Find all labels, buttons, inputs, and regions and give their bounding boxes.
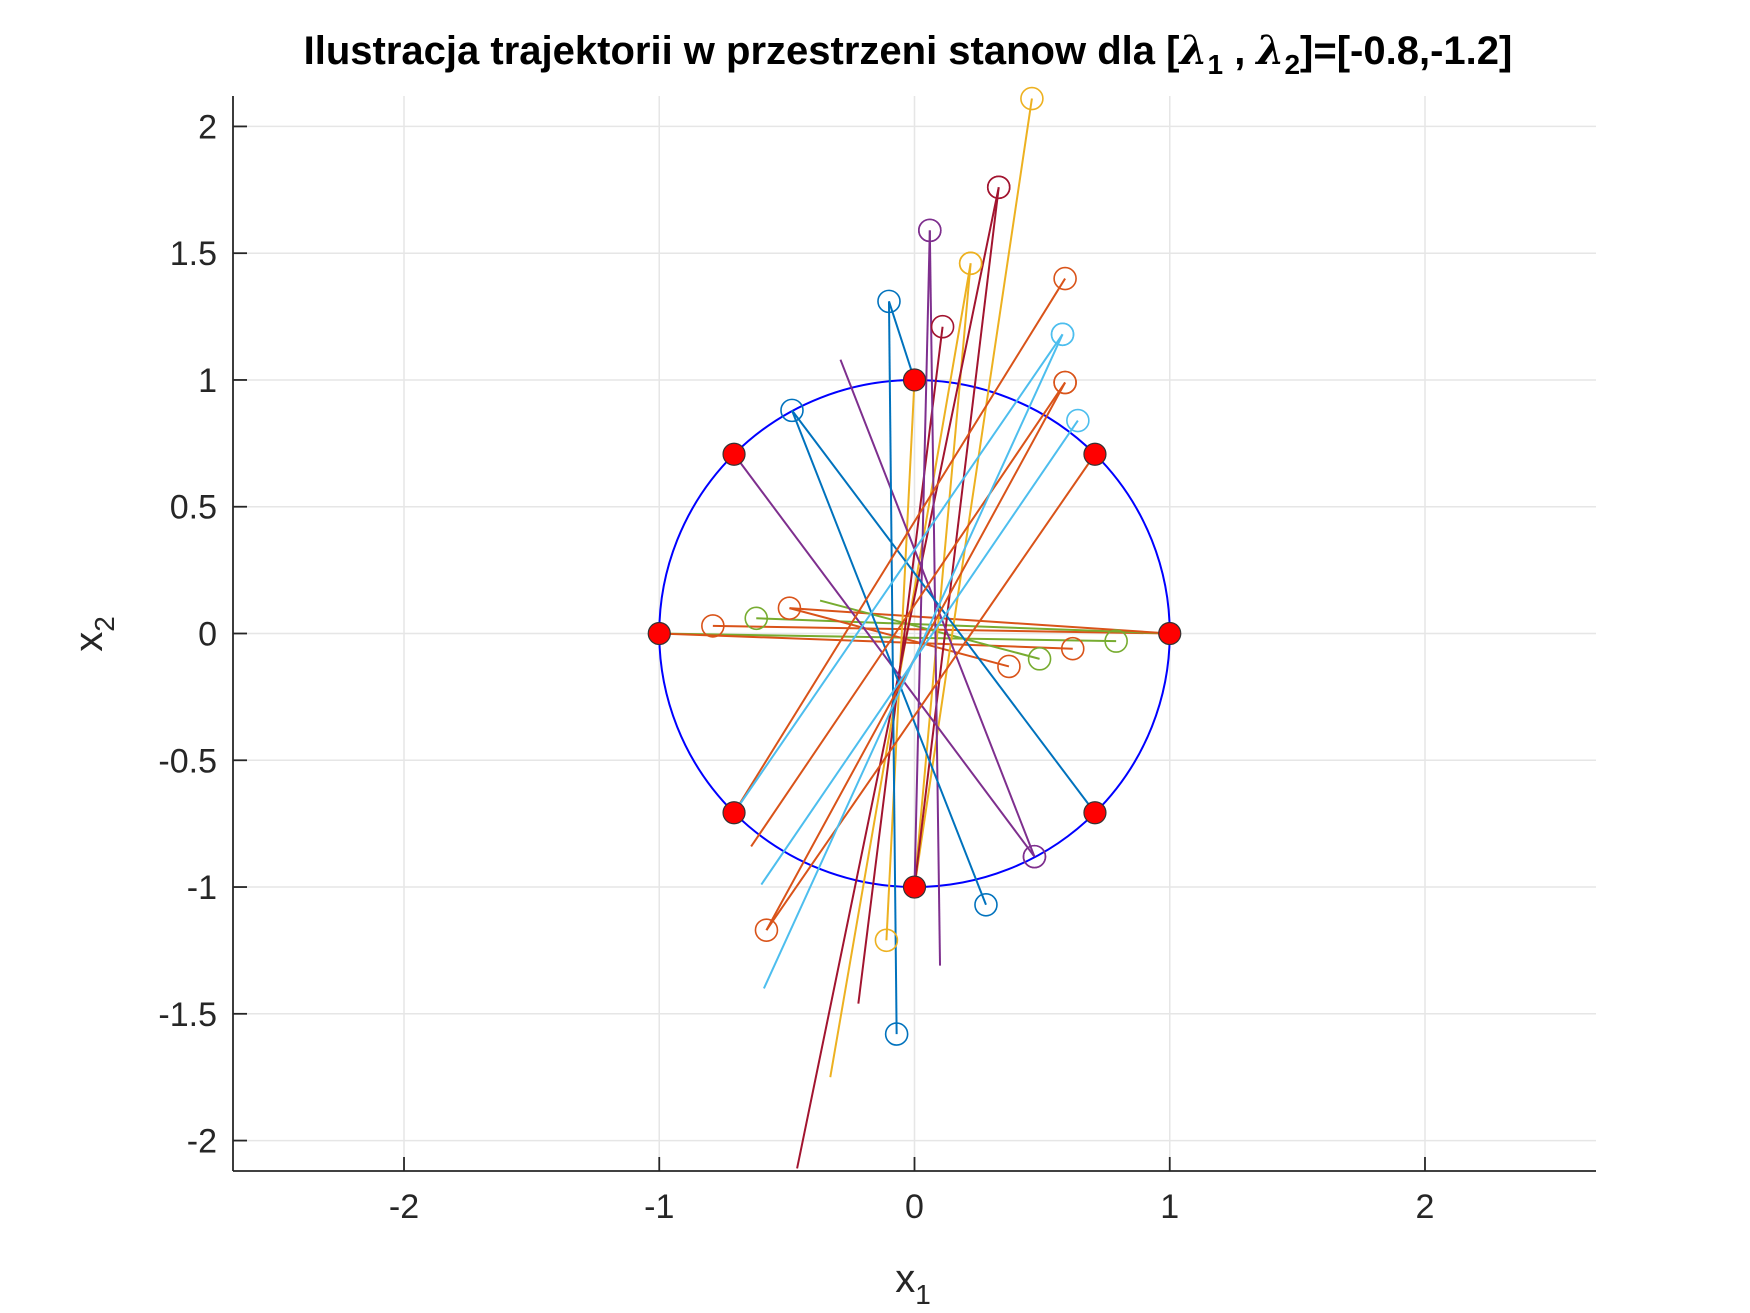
trajectory-end-marker (986, 175, 1011, 200)
start-point-marker (647, 621, 671, 646)
trajectory-end-marker (930, 314, 955, 339)
grid (233, 96, 1596, 1171)
trajectory-end-marker (874, 928, 899, 953)
trajectory-end-marker (997, 654, 1021, 679)
trajectory-end-marker (1053, 370, 1077, 395)
y-tick-label: -1.5 (158, 996, 217, 1034)
trajectory-line (857, 326, 944, 1004)
y-tick-label: -1 (187, 869, 217, 907)
trajectory-end-marker (884, 1022, 909, 1046)
trajectory-line (712, 624, 1170, 635)
start-point-marker (902, 875, 927, 899)
trajectory-end-marker (1022, 844, 1047, 869)
trajectory-end-marker (780, 398, 804, 423)
trajectory-end-marker (1050, 322, 1075, 347)
y-axis-label: x2 (67, 616, 120, 652)
x-tick-label: 2 (1416, 1188, 1435, 1226)
trajectory-line (733, 278, 1066, 814)
trajectory-line (760, 419, 1079, 886)
trajectory-line (756, 617, 1170, 635)
trajectory-end-marker (1066, 408, 1090, 433)
y-tick-label: 1.5 (170, 235, 217, 273)
start-point-marker (722, 801, 746, 825)
trajectory-end-marker (974, 892, 998, 917)
x-tick-label: -1 (644, 1188, 674, 1226)
trajectory-end-marker (1020, 86, 1044, 111)
start-point-marker (902, 368, 927, 392)
y-tick-labels: -2 -1.5 -1 -0.5 0 0.5 1 1.5 2 (158, 108, 217, 1160)
trajectory-end-marker (958, 251, 983, 276)
start-point-marker (1083, 442, 1107, 466)
trajectory-line (789, 607, 1010, 668)
trajectory-line (928, 230, 942, 966)
trajectory-end-marker (1060, 636, 1085, 661)
y-tick-label: 2 (198, 108, 217, 146)
trajectory-line (887, 301, 898, 1035)
trajectory-line (659, 632, 1073, 650)
trajectory-line (750, 381, 1066, 848)
x-axis-label: x1 (895, 1257, 931, 1310)
trajectory-end-marker (777, 596, 802, 620)
y-tick-label: 1 (198, 362, 217, 400)
start-point-marker (722, 442, 746, 466)
trajectory-end-marker (754, 918, 779, 942)
trajectory-line (913, 98, 1033, 888)
axes (232, 96, 1596, 1172)
x-tick-label: -2 (389, 1188, 419, 1226)
trajectory-line (791, 410, 987, 906)
trajectory-line (791, 409, 1096, 814)
start-point-marker (1083, 801, 1107, 825)
trajectory-end-marker (1104, 629, 1128, 653)
trajectory-line (762, 333, 1064, 989)
start-markers (647, 368, 1182, 899)
y-tick-label: 0.5 (170, 489, 217, 527)
trajectory-end-marker (744, 606, 769, 631)
y-tick-label: 0 (198, 616, 217, 654)
trajectory-line (913, 230, 931, 888)
end-markers (701, 86, 1128, 1046)
x-tick-labels: -2 -1 0 1 2 (389, 1188, 1435, 1226)
trajectories (659, 98, 1170, 1169)
trajectory-line (659, 632, 1117, 643)
trajectory-end-marker (918, 218, 942, 243)
trajectory-end-marker (1027, 647, 1052, 671)
trajectory-line (733, 333, 1064, 814)
chart-title: Ilustracja trajektorii w przestrzeni sta… (304, 27, 1513, 80)
y-tick-label: -2 (187, 1123, 217, 1161)
trajectory-end-marker (701, 614, 725, 638)
trajectory-end-marker (877, 289, 901, 314)
trajectory-line (765, 453, 1096, 931)
x-tick-label: 0 (905, 1188, 924, 1226)
trajectory-line (888, 301, 916, 381)
trajectory-end-marker (1053, 266, 1077, 291)
start-point-marker (1158, 621, 1182, 646)
y-tick-label: -0.5 (158, 742, 217, 780)
trajectory-line (733, 453, 1036, 858)
x-tick-label: 1 (1160, 1188, 1179, 1226)
trajectory-line (913, 187, 1000, 888)
